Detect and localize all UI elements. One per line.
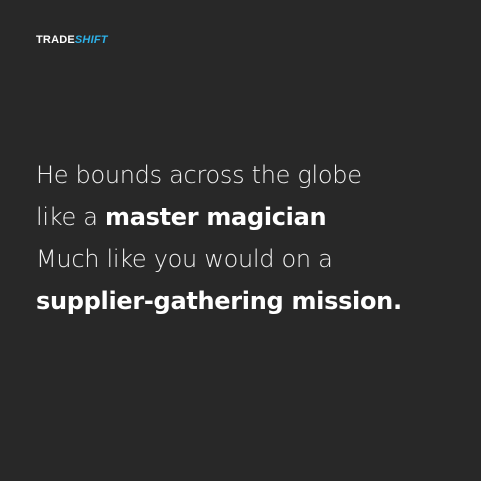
tradeshift-logo: TRADE SHIFT: [36, 34, 108, 46]
message-line-4-bold: supplier-gathering mission.: [36, 287, 402, 315]
logo-text-trade: TRADE: [36, 34, 75, 46]
message-line-1-text: He bounds across the globe: [36, 161, 362, 189]
logo-text-shift: SHIFT: [74, 34, 108, 46]
message-line-4: supplier-gathering mission.: [36, 280, 466, 322]
message-block: He bounds across the globe like a master…: [36, 154, 466, 322]
message-line-2-prefix: like a: [36, 203, 106, 231]
message-line-3-text: Much like you would on a: [36, 245, 333, 273]
message-line-2: like a master magician: [36, 196, 466, 238]
message-line-2-bold: master magician: [105, 203, 327, 231]
message-line-3: Much like you would on a: [36, 238, 466, 280]
message-line-1: He bounds across the globe: [36, 154, 466, 196]
